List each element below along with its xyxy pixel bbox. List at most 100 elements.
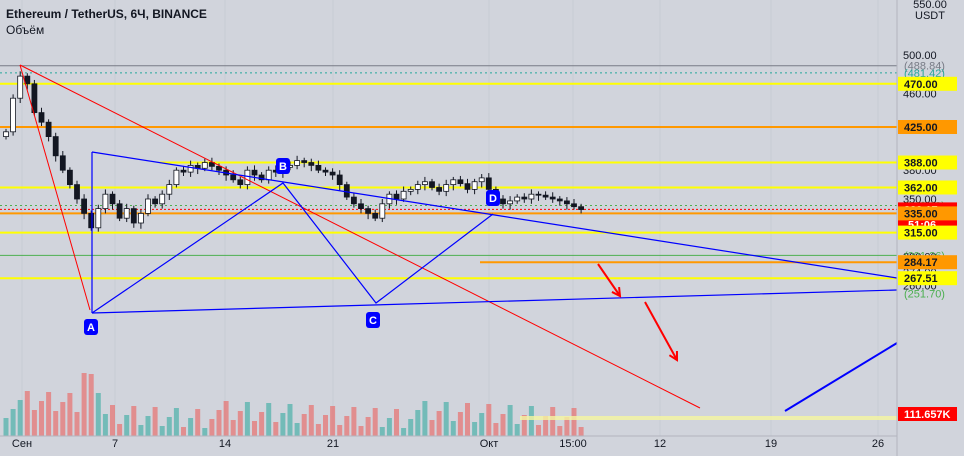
price-label-bg	[898, 206, 957, 221]
time-tick-label: 26	[872, 438, 884, 450]
candle-body	[571, 203, 577, 208]
volume-bar	[578, 427, 584, 436]
volume-bar	[337, 425, 343, 436]
volume-bar	[344, 416, 350, 436]
volume-bar	[202, 428, 208, 436]
candle-body	[180, 169, 187, 173]
triangle-lower	[91, 289, 898, 314]
price-tick-label: 500.00	[903, 50, 937, 62]
volume-bar	[486, 404, 492, 436]
candle-body	[294, 160, 301, 166]
forecast-line-up	[784, 342, 898, 412]
volume-bar	[450, 421, 456, 436]
axis-currency: USDT	[915, 10, 945, 22]
candle-body	[329, 171, 336, 176]
candle-body	[67, 169, 73, 185]
price-label-bg	[898, 271, 957, 286]
candle-body	[159, 193, 166, 205]
price-label-bg	[898, 255, 957, 270]
volume-bar	[195, 409, 201, 436]
volume-bar	[330, 406, 336, 436]
volume-bar	[514, 424, 520, 436]
volume-bar	[358, 426, 364, 436]
candle-body	[464, 183, 471, 190]
volume-legend[interactable]: Объём	[6, 23, 45, 37]
volume-bar	[394, 409, 399, 436]
volume-bar	[31, 410, 37, 436]
volume-bar	[280, 413, 286, 436]
candle-body	[379, 203, 386, 219]
forecast-arrow-2-head	[668, 350, 679, 362]
candle-body	[230, 174, 237, 181]
volume-bar	[266, 403, 272, 436]
volume-bar	[159, 426, 165, 436]
volume-bar	[443, 402, 449, 436]
volume-bar	[102, 414, 108, 436]
volume-bar	[536, 425, 541, 436]
time-tick-label: 19	[765, 438, 777, 450]
volume-bar	[528, 406, 534, 436]
volume-bar	[550, 407, 556, 436]
price-level-label: 315.00	[904, 228, 938, 240]
candle-body	[74, 184, 80, 200]
candle-body	[421, 181, 428, 186]
volume-bar	[315, 424, 321, 436]
forecast-arrow-1-head	[611, 286, 622, 298]
volume-bar	[131, 406, 137, 436]
candle-body	[372, 212, 379, 219]
volume-bar	[465, 403, 470, 436]
candle-body	[471, 181, 478, 190]
drawings: A B C D	[19, 64, 898, 420]
candle-body	[216, 165, 222, 171]
triangle-upper	[91, 151, 898, 279]
volume-bar	[273, 422, 279, 436]
candle-body	[116, 203, 123, 219]
volume-bar	[10, 409, 16, 436]
horizontal-levels	[0, 65, 897, 280]
price-level-label: 267.51	[904, 273, 938, 285]
price-label-bg	[898, 76, 957, 91]
candle-body	[145, 198, 151, 214]
abcd-pattern	[91, 182, 494, 314]
time-axis[interactable]: Сен 7 14 21 Окт 15:00 12 19 26	[0, 435, 897, 450]
volume-bar	[166, 417, 172, 436]
candle-body	[400, 190, 407, 200]
candle-body	[514, 196, 521, 202]
time-tick-label: 15:00	[559, 438, 587, 450]
candle-body	[407, 188, 414, 192]
candle-body	[17, 75, 24, 99]
volume-bar	[216, 410, 222, 436]
price-axis[interactable]: 550.00USDT500.00460.00425.00380.00350.00…	[896, 0, 964, 456]
volume-bar	[17, 400, 23, 436]
candle-body	[542, 194, 549, 198]
price-level-label: (251.70)	[904, 288, 945, 300]
candle-body	[109, 193, 116, 205]
volume-bar	[181, 427, 186, 436]
volume-bar	[60, 402, 66, 436]
volume-bar	[422, 401, 428, 436]
candle-body	[322, 169, 329, 173]
symbol-title[interactable]: Ethereum / TetherUS, 6Ч, BINANCE	[6, 7, 207, 21]
volume-bar	[564, 417, 570, 436]
candle-body	[564, 200, 570, 205]
symbol-legend: Ethereum / TetherUS, 6Ч, BINANCE Объём	[6, 6, 207, 38]
volume-bar	[351, 407, 357, 436]
volume-bar	[110, 405, 115, 436]
candle-body	[436, 187, 443, 192]
forecast-arrow-1	[597, 263, 621, 297]
candle-body	[358, 203, 364, 210]
volume-bar	[252, 421, 257, 436]
candle-body	[81, 198, 87, 214]
candle-body	[478, 177, 485, 183]
candle-body	[301, 160, 308, 163]
candle-body	[251, 169, 258, 176]
volume-value: 111.657K	[904, 409, 951, 421]
volume-bar	[543, 416, 549, 436]
volume-bar	[124, 415, 130, 436]
candle-body	[457, 179, 464, 185]
pattern-point-label: C	[369, 315, 377, 327]
volume-bar	[301, 414, 307, 436]
candle-body	[152, 198, 159, 205]
price-level-label: 362.00	[904, 182, 938, 194]
volume-bar	[259, 412, 265, 436]
